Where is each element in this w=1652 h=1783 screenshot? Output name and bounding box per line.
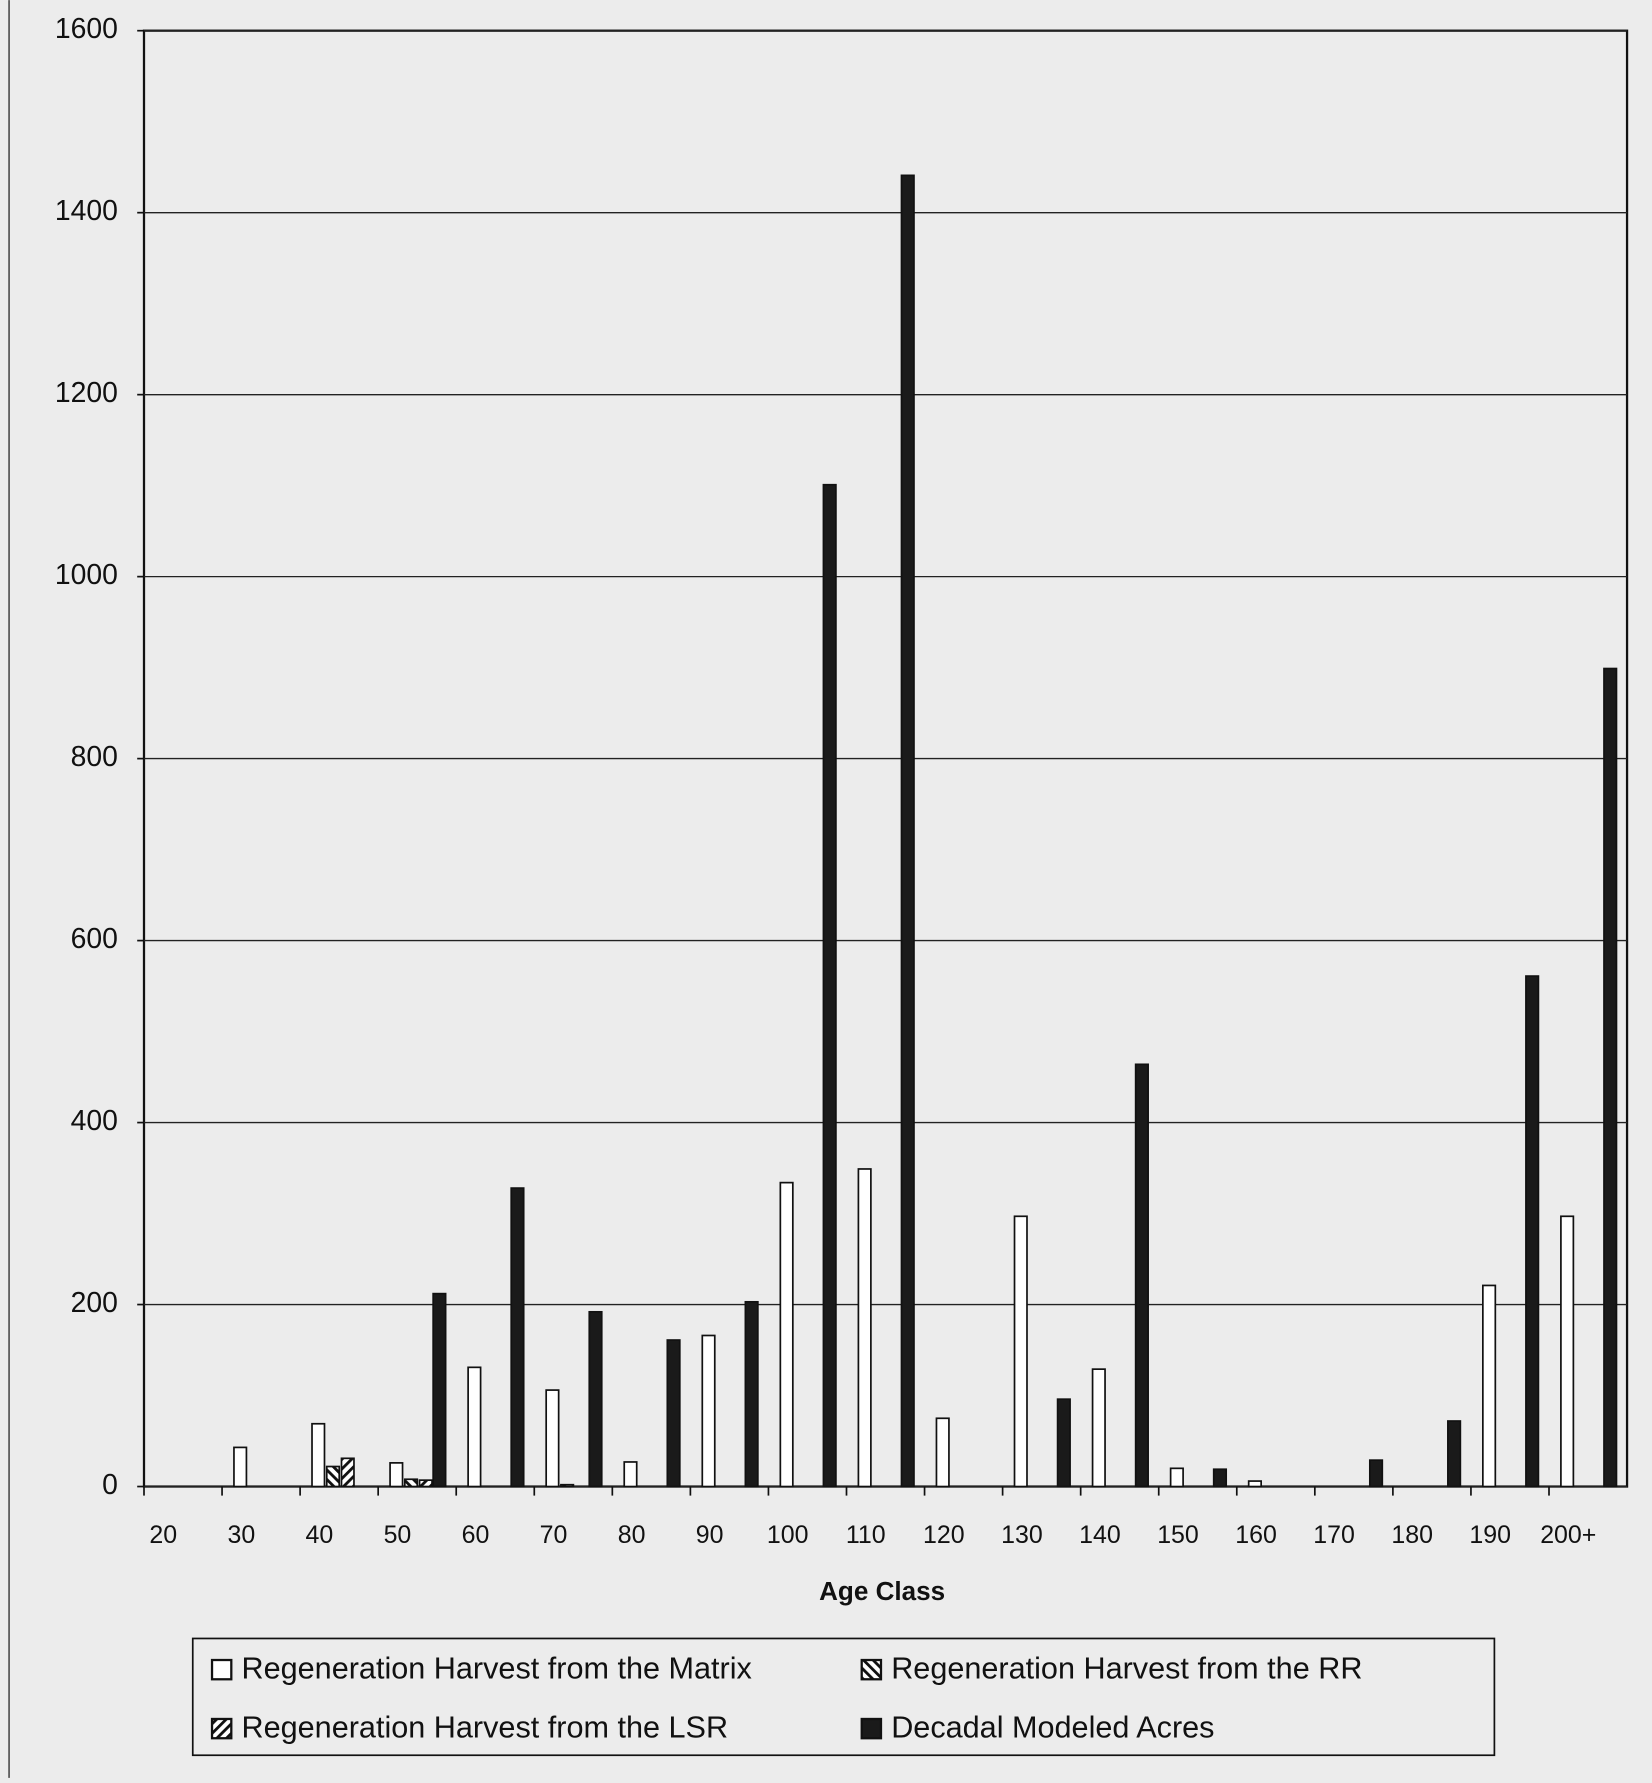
- x-tick-label: 60: [462, 1521, 490, 1549]
- bar: [744, 1300, 759, 1488]
- bar: [1481, 1284, 1497, 1488]
- bar: [1013, 1215, 1028, 1488]
- bar: [588, 1310, 603, 1488]
- y-tick-label: 600: [71, 923, 118, 955]
- x-tick-label: 20: [149, 1521, 177, 1549]
- bar: [666, 1339, 681, 1488]
- legend-label: Regeneration Harvest from the RR: [891, 1651, 1362, 1685]
- y-tick-label: 1200: [55, 377, 118, 409]
- x-tick-label: 160: [1235, 1521, 1277, 1549]
- x-tick-label: 200+: [1540, 1521, 1596, 1549]
- bar: [432, 1292, 447, 1488]
- bar: [900, 174, 915, 1488]
- legend-swatch: [210, 1717, 233, 1740]
- legend-label: Regeneration Harvest from the Matrix: [242, 1651, 752, 1685]
- bar: [545, 1389, 560, 1488]
- legend-label: Decadal Modeled Acres: [891, 1710, 1214, 1744]
- y-tick-label: 800: [71, 741, 118, 773]
- y-tick-label: 200: [71, 1287, 118, 1319]
- bar: [560, 1483, 575, 1488]
- bar: [389, 1462, 404, 1488]
- legend-swatch: [860, 1658, 883, 1681]
- bar: [1368, 1459, 1384, 1488]
- bar: [779, 1181, 794, 1488]
- bar: [1134, 1063, 1149, 1488]
- legend-swatch: [210, 1658, 233, 1681]
- bar: [1247, 1480, 1263, 1488]
- bar: [340, 1457, 355, 1488]
- bar: [1091, 1368, 1106, 1488]
- bar: [935, 1417, 950, 1488]
- bar: [1056, 1398, 1071, 1488]
- x-tick-label: 80: [618, 1521, 646, 1549]
- bar: [1169, 1467, 1184, 1488]
- bar: [1603, 667, 1618, 1488]
- bar: [623, 1461, 638, 1488]
- y-tick-label: 1000: [55, 559, 118, 591]
- x-tick-label: 180: [1391, 1521, 1433, 1549]
- x-tick-label: 50: [384, 1521, 412, 1549]
- bar: [311, 1422, 326, 1488]
- bar: [510, 1187, 525, 1488]
- x-tick-label: 100: [767, 1521, 809, 1549]
- y-tick-label: 0: [102, 1469, 118, 1501]
- y-tick-label: 1400: [55, 195, 118, 227]
- x-tick-label: 110: [846, 1521, 886, 1549]
- y-tick-label: 400: [71, 1105, 118, 1137]
- bar: [1212, 1468, 1228, 1488]
- bar: [1447, 1420, 1462, 1488]
- bar: [325, 1465, 341, 1488]
- x-tick-label: 70: [540, 1521, 568, 1549]
- x-tick-label: 120: [923, 1521, 965, 1549]
- x-tick-label: 140: [1079, 1521, 1121, 1549]
- bar: [403, 1478, 419, 1488]
- bar: [1525, 975, 1540, 1488]
- bar: [822, 483, 837, 1488]
- x-tick-label: 30: [227, 1521, 255, 1549]
- bar: [233, 1446, 248, 1488]
- x-tick-label: 130: [1001, 1521, 1043, 1549]
- x-tick-label: 40: [306, 1521, 334, 1549]
- legend-frame: [191, 1637, 1496, 1757]
- bar: [701, 1334, 716, 1488]
- x-tick-label: 150: [1157, 1521, 1199, 1549]
- bar: [1560, 1215, 1575, 1488]
- legend-label: Regeneration Harvest from the LSR: [242, 1710, 729, 1744]
- y-tick-label: 1600: [55, 13, 118, 45]
- x-tick-label: 170: [1313, 1521, 1355, 1549]
- x-tick-label: 190: [1469, 1521, 1511, 1549]
- bar: [857, 1168, 872, 1488]
- bar: [467, 1366, 482, 1488]
- x-axis-title: Age Class: [819, 1576, 945, 1606]
- legend-swatch: [860, 1717, 883, 1740]
- bar: [418, 1479, 433, 1488]
- x-tick-label: 90: [696, 1521, 724, 1549]
